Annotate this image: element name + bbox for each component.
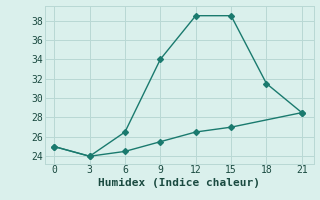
X-axis label: Humidex (Indice chaleur): Humidex (Indice chaleur) bbox=[98, 178, 260, 188]
